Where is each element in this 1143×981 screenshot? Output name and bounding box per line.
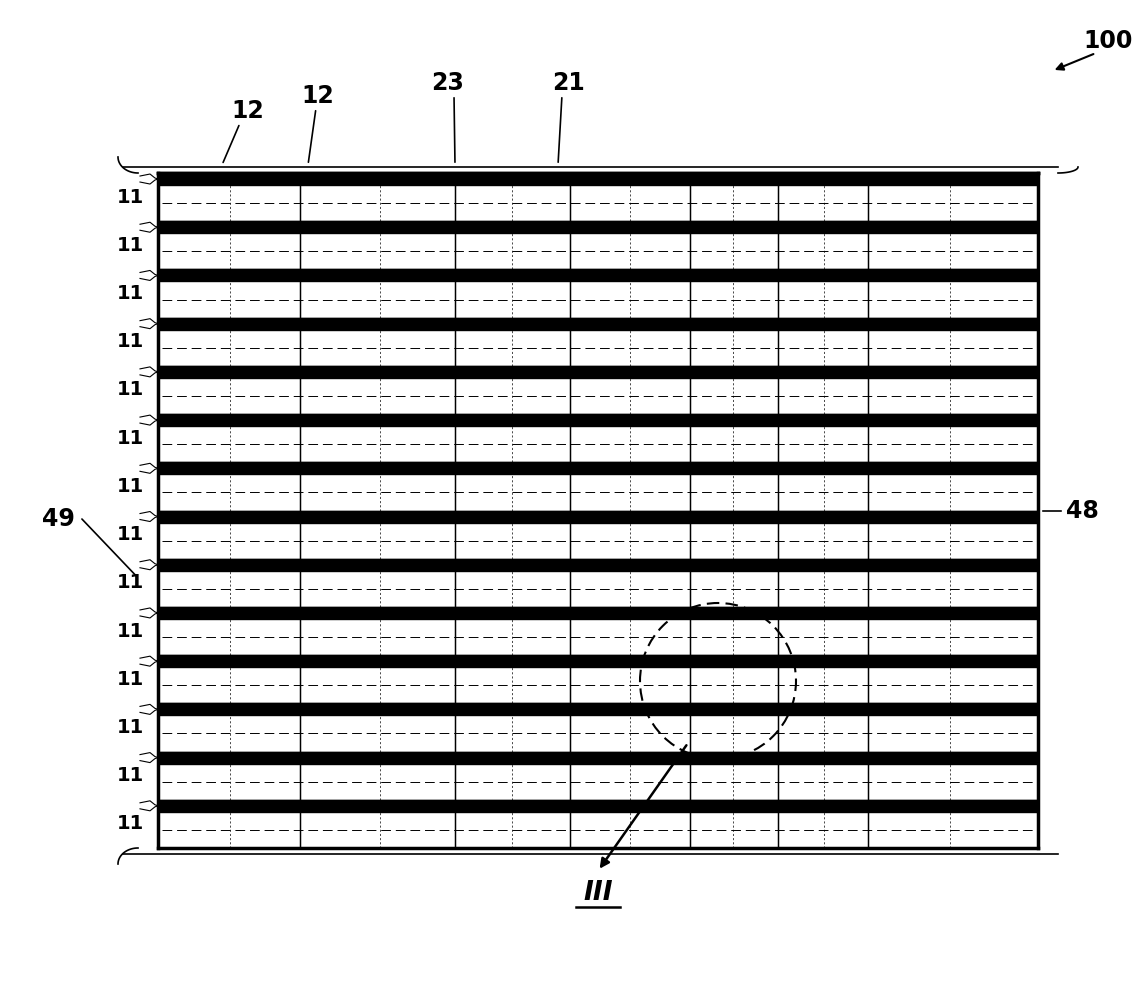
Text: 11: 11: [117, 718, 144, 737]
Text: III: III: [583, 880, 613, 906]
Text: 11: 11: [117, 525, 144, 544]
Text: 49: 49: [41, 507, 74, 531]
Text: 11: 11: [117, 284, 144, 303]
Text: 12: 12: [232, 99, 264, 123]
Text: 11: 11: [117, 573, 144, 593]
Text: 11: 11: [117, 235, 144, 255]
Text: 48: 48: [1065, 499, 1098, 523]
Text: 12: 12: [302, 84, 335, 108]
Text: 11: 11: [117, 622, 144, 641]
Text: 11: 11: [117, 381, 144, 399]
Text: 11: 11: [117, 766, 144, 785]
Text: 100: 100: [1084, 29, 1133, 53]
Text: 11: 11: [117, 187, 144, 207]
Text: 11: 11: [117, 333, 144, 351]
Text: 11: 11: [117, 670, 144, 689]
Text: 23: 23: [432, 71, 464, 95]
Text: 11: 11: [117, 814, 144, 833]
Text: 21: 21: [552, 71, 584, 95]
Text: 11: 11: [117, 477, 144, 495]
Text: 11: 11: [117, 429, 144, 447]
